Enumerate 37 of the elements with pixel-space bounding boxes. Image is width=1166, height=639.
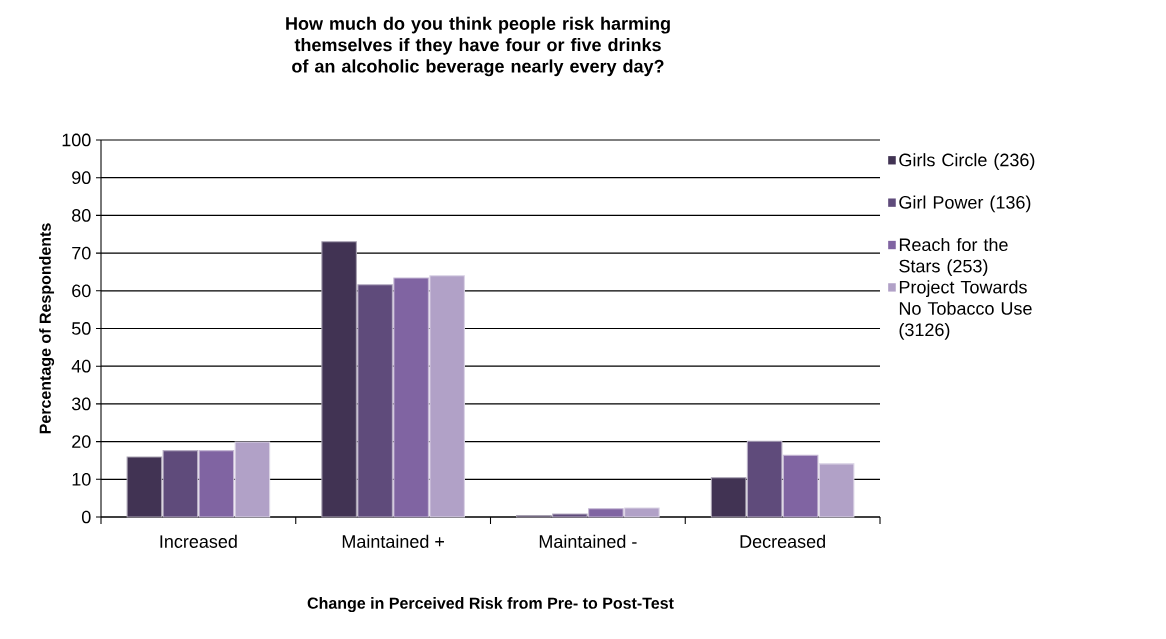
bar xyxy=(357,284,393,518)
legend-label: Project Towards No Tobacco Use (3126) xyxy=(899,280,1032,340)
legend-label: Reach for the Stars (253) xyxy=(899,237,1008,276)
x-tick-label: Maintained + xyxy=(342,534,444,548)
y-tick-label: 40 xyxy=(71,359,91,373)
bar xyxy=(198,450,235,518)
legend-label: Girl Power (136) xyxy=(899,195,1031,213)
bar xyxy=(321,241,357,518)
x-tick-label: Maintained - xyxy=(539,534,637,548)
y-tick-label: 0 xyxy=(81,510,91,524)
x-tick-label: Increased xyxy=(160,534,237,548)
bar xyxy=(162,450,199,518)
bar xyxy=(746,440,783,518)
x-tick-label: Decreased xyxy=(740,534,825,548)
bar xyxy=(782,454,819,518)
bar xyxy=(429,275,465,518)
y-tick-label: 20 xyxy=(72,435,91,448)
bar xyxy=(393,277,429,518)
y-tick-label: 50 xyxy=(71,322,91,335)
y-tick-label: 80 xyxy=(72,209,91,222)
legend-label: Girls Circle (236) xyxy=(899,153,1035,170)
bar xyxy=(710,477,747,518)
y-tick-label: 10 xyxy=(72,472,91,486)
chart-title: How much do you think people risk harming themselves if they have four or five drinks of an alcoholic beverage nearly every day? xyxy=(286,16,670,77)
y-tick-label: 60 xyxy=(72,284,91,298)
x-axis-title: Change in Perceived Risk from Pre- to Post-Test xyxy=(307,597,674,613)
bar xyxy=(818,463,855,518)
y-tick-label: 90 xyxy=(72,171,91,185)
bar xyxy=(234,441,271,518)
bar xyxy=(588,508,624,518)
bar xyxy=(126,456,163,518)
y-tick-label: 70 xyxy=(72,246,91,260)
y-tick-label: 30 xyxy=(71,397,91,411)
bar xyxy=(624,507,660,518)
y-axis-title: Percentage of Respondents xyxy=(39,223,55,434)
y-tick-label: 100 xyxy=(62,133,91,147)
bar xyxy=(552,513,588,518)
